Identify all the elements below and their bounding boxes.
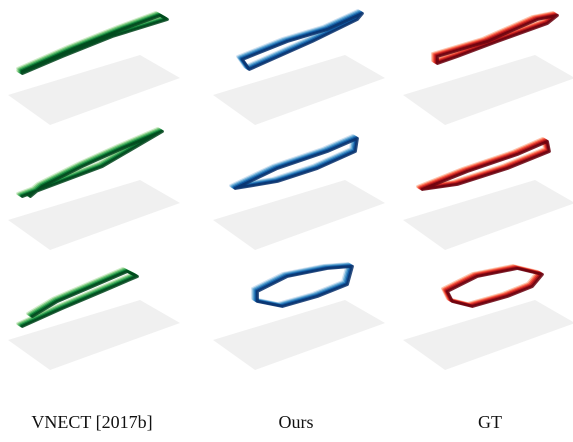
column-label-gt: GT — [478, 412, 502, 432]
trajectory-path — [233, 136, 359, 190]
ground-plane — [403, 300, 573, 370]
trajectory-path — [435, 13, 559, 65]
trajectory-path — [255, 264, 354, 308]
ground-plane — [8, 180, 180, 250]
ground-plane — [8, 300, 180, 370]
ground-plane — [213, 55, 385, 125]
trajectory-path — [20, 13, 169, 75]
column-label-vnect: VNECT [2017b] — [31, 412, 153, 432]
ground-plane — [403, 55, 573, 125]
trajectory-path — [420, 139, 551, 191]
trajectory-path — [20, 129, 164, 198]
ground-plane — [213, 180, 385, 250]
trajectory-figure — [8, 9, 573, 370]
trajectory-path — [445, 266, 544, 308]
trajectory-path — [20, 269, 139, 328]
column-label-ours: Ours — [278, 412, 314, 432]
ground-plane — [8, 55, 180, 125]
ground-plane — [403, 180, 573, 250]
trajectory-path — [240, 11, 364, 71]
ground-plane — [213, 300, 385, 370]
